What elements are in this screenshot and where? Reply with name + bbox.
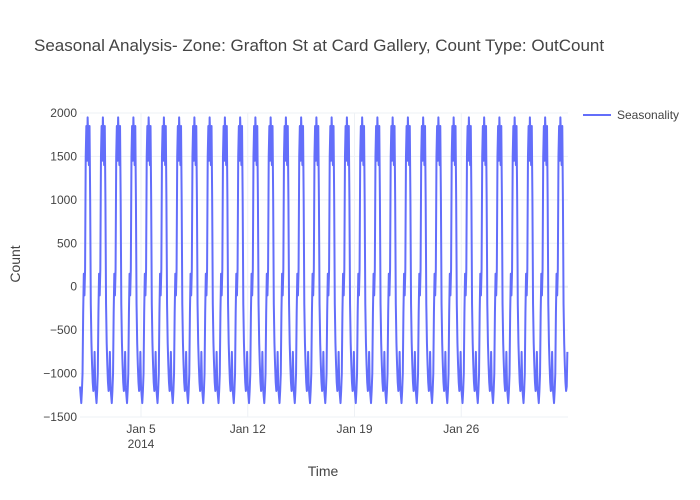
- x-tick-sublabel: 2014: [128, 437, 155, 451]
- y-tick-label: 2000: [50, 106, 77, 120]
- chart-title: Seasonal Analysis- Zone: Grafton St at C…: [34, 36, 604, 55]
- x-tick-label: Jan 12: [230, 422, 266, 436]
- y-tick-label: −1500: [43, 410, 77, 424]
- seasonality-series-line: [79, 116, 569, 405]
- y-axis-ticks: −1500 −1000 −500 0 500 1000 1500 2000: [43, 106, 77, 424]
- plot-area: [79, 116, 569, 405]
- x-axis-title: Time: [308, 463, 339, 479]
- y-tick-label: −1000: [43, 367, 77, 381]
- y-tick-label: 1500: [50, 149, 77, 163]
- x-tick-label: Jan 19: [336, 422, 372, 436]
- legend-label-seasonality: Seasonality: [617, 108, 679, 122]
- y-tick-label: −500: [50, 323, 77, 337]
- y-tick-label: 0: [70, 280, 77, 294]
- y-axis-title: Count: [7, 245, 23, 282]
- x-tick-label: Jan 26: [443, 422, 479, 436]
- x-tick-label: Jan 5: [126, 422, 156, 436]
- y-tick-label: 500: [57, 236, 77, 250]
- y-tick-label: 1000: [50, 193, 77, 207]
- legend[interactable]: Seasonality: [583, 108, 679, 122]
